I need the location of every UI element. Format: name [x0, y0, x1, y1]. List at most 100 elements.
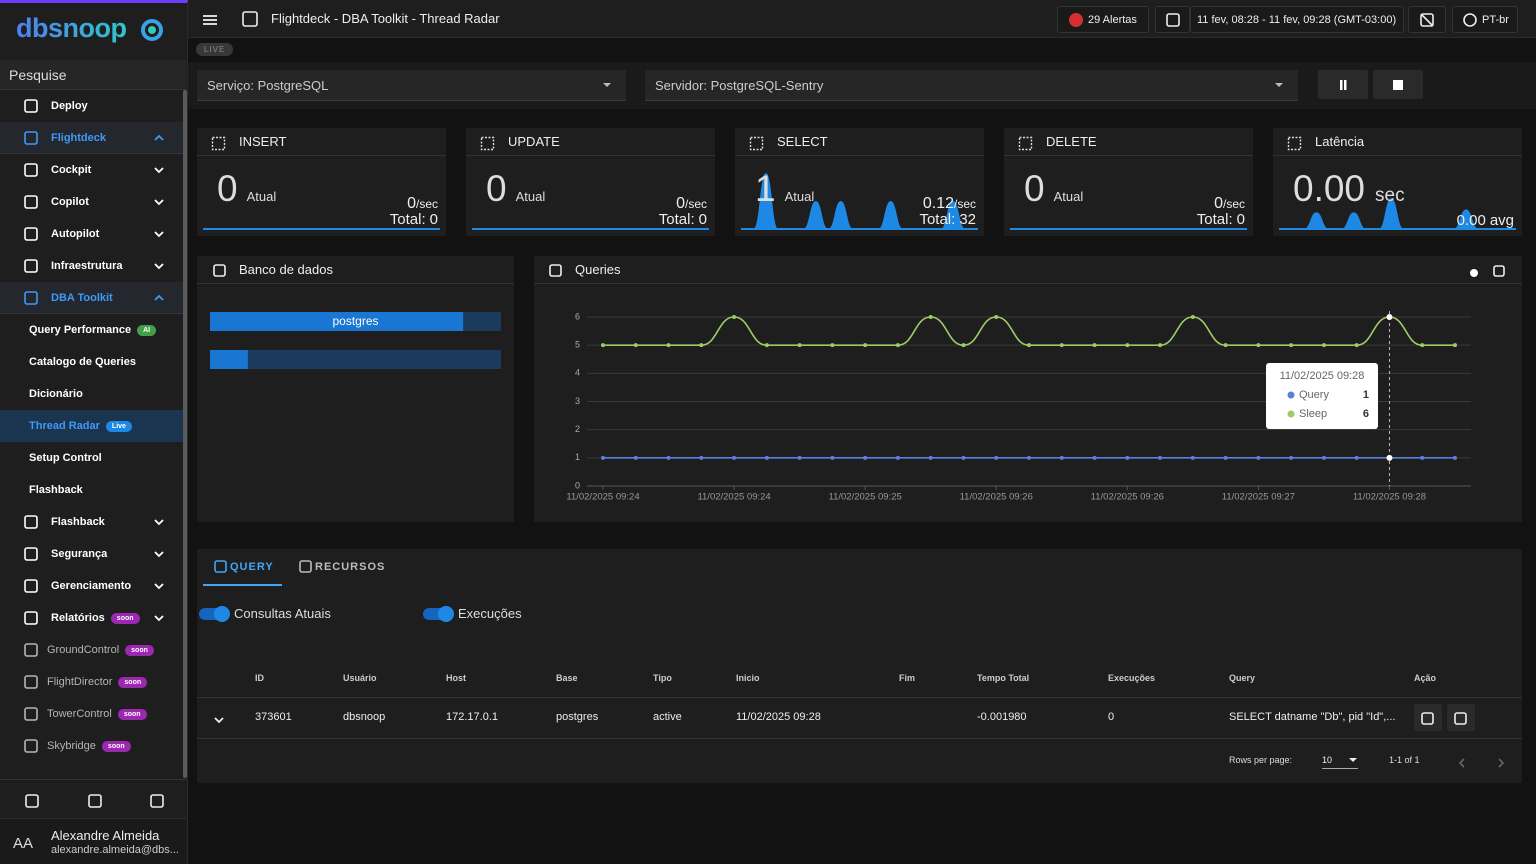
table-cell: 373601 [255, 711, 292, 723]
stat-value: 0 [1024, 168, 1045, 209]
service-select[interactable]: Serviço: PostgreSQL [197, 70, 626, 101]
sidebar: dbsnoop Pesquise Deploy Flightdeck Cockpit Co… [0, 0, 188, 864]
series-point [666, 343, 671, 348]
expand-row[interactable] [213, 711, 225, 729]
menu-item[interactable]: Gerenciamento [0, 570, 183, 602]
tab[interactable]: QUERY [213, 559, 274, 574]
next-page[interactable] [1495, 754, 1507, 772]
menu-item[interactable]: Flashback [0, 474, 183, 506]
series-point [1354, 343, 1359, 348]
icon [24, 739, 38, 753]
tab[interactable]: RECURSOS [298, 559, 385, 574]
dot [1470, 268, 1478, 277]
stat-header-line [735, 155, 984, 156]
toggle[interactable]: Consultas Atuais [199, 604, 399, 624]
x-tick-label: 11/02/2025 09:28 [1353, 492, 1426, 503]
action-button[interactable] [24, 792, 40, 810]
menu-label: Relatórios [51, 612, 105, 624]
globe [1463, 12, 1477, 27]
language-button[interactable]: PT-br [1452, 6, 1518, 33]
icon [154, 615, 164, 622]
mute-button[interactable] [1408, 6, 1446, 33]
action-button[interactable] [149, 792, 165, 810]
stat-title: UPDATE [508, 134, 560, 149]
series-point [1289, 343, 1294, 348]
menu-item[interactable]: DBA Toolkit [0, 282, 183, 314]
tooltip-value: 1 [1363, 389, 1369, 401]
column-header: ID [255, 673, 264, 683]
menu-item[interactable]: Relatórios soon [0, 602, 183, 634]
icon [154, 263, 164, 270]
menu-item[interactable]: Autopilot [0, 218, 183, 250]
series-point [961, 343, 966, 348]
menu-item[interactable]: Query Performance AI [0, 314, 183, 346]
toggle[interactable]: Execuções [423, 604, 623, 624]
row-action[interactable] [1414, 704, 1442, 731]
menu-label: TowerControl [47, 708, 112, 720]
chevron [154, 231, 164, 238]
pause-button[interactable] [1318, 70, 1368, 99]
stat-value: 1 [755, 168, 776, 209]
select-label: Servidor: PostgreSQL-Sentry [655, 77, 824, 93]
series-point [1027, 455, 1031, 460]
menu-item[interactable]: Flashback [0, 506, 183, 538]
prev-page[interactable] [1456, 754, 1468, 772]
icon [24, 515, 38, 529]
chart: 0 1 2 3 4 5 6 11/02/2025 09:24 11/02/2025 09:24 1… [566, 311, 1471, 503]
icon [1166, 12, 1180, 27]
series-point [928, 315, 933, 319]
search[interactable]: Pesquise [0, 60, 186, 90]
menu-item[interactable]: Segurança [0, 538, 183, 570]
menu-item[interactable]: Dicionário [0, 378, 183, 410]
stat-icon [749, 135, 764, 153]
menu-item[interactable]: Skybridge soon [0, 730, 183, 762]
icon [1420, 12, 1434, 27]
table-cell: 11/02/2025 09:28 [736, 711, 821, 723]
menu-item[interactable]: Setup Control [0, 442, 183, 474]
icon [1018, 137, 1033, 151]
series-point [633, 343, 638, 348]
menu-item[interactable]: TowerControl soon [0, 698, 183, 730]
icon [214, 717, 224, 724]
menu-item[interactable]: Infraestrutura [0, 250, 183, 282]
menu-item[interactable]: Catalogo de Queries [0, 346, 183, 378]
toggle-knob [214, 606, 230, 622]
menu-item[interactable]: Cockpit [0, 154, 183, 186]
row-action[interactable] [1447, 704, 1475, 731]
menu-item[interactable]: GroundControl soon [0, 634, 183, 666]
dashed-box [211, 137, 226, 151]
date-range[interactable]: 11 fev, 08:28 - 11 fev, 09:28 (GMT-03:00… [1190, 6, 1404, 33]
icon [154, 231, 164, 238]
icon [154, 167, 164, 174]
menu-item[interactable]: Thread Radar Live [0, 410, 183, 442]
action-button[interactable] [87, 792, 103, 810]
table-line [197, 697, 1522, 698]
icon-shape [24, 195, 38, 209]
icon [1454, 712, 1467, 726]
stat-rate: 0/sec Total: 0 [390, 196, 438, 228]
stop-button[interactable] [1373, 70, 1423, 99]
series-point [633, 455, 638, 460]
panel-icon [548, 262, 563, 280]
icon-shape [24, 707, 38, 721]
menu-item[interactable]: Deploy [0, 90, 183, 122]
menu-badge: soon [118, 676, 148, 688]
stat-rate: 0.12/sec Total: 32 [919, 196, 976, 228]
server-select[interactable]: Servidor: PostgreSQL-Sentry [645, 70, 1298, 101]
rows-per-page[interactable]: 10 [1322, 751, 1358, 769]
alerts-button[interactable]: 29 Alertas [1057, 6, 1149, 33]
calendar-button[interactable] [1155, 6, 1190, 33]
series-point [1190, 315, 1195, 319]
menu-item[interactable]: Copilot [0, 186, 183, 218]
series-point [928, 455, 933, 460]
rows-per-page-label: Rows per page: [1229, 755, 1293, 765]
legend-toggle[interactable] [1468, 264, 1480, 282]
chevron [1458, 758, 1465, 768]
menu-toggle[interactable] [202, 11, 218, 29]
fullscreen-button[interactable] [1492, 262, 1506, 280]
menu-item[interactable]: FlightDirector soon [0, 666, 183, 698]
rate-unit: /sec [953, 197, 976, 211]
menu-item[interactable]: Flightdeck [0, 122, 183, 154]
icon-shape [24, 547, 38, 561]
icon-shape [299, 560, 312, 573]
